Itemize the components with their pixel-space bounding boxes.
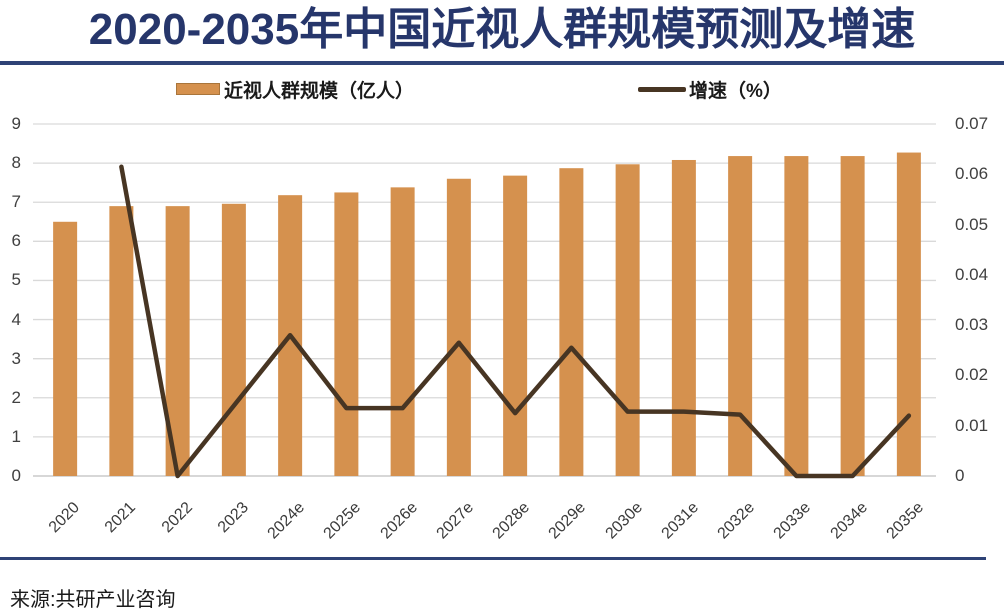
legend-item-bars: 近视人群规模（亿人） [176, 79, 414, 102]
right-axis-tick-0: 0 [955, 466, 965, 485]
title-divider [0, 61, 1004, 65]
bar-2027e [446, 178, 471, 476]
line-legend-label: 增速（%） [689, 80, 782, 102]
bar-2029e [559, 168, 584, 476]
left-axis-tick-0: 0 [11, 466, 21, 485]
right-axis-tick-0.07: 0.07 [955, 114, 989, 133]
bar-2030e [615, 164, 640, 477]
bar-legend-swatch-icon [176, 83, 220, 95]
left-axis-tick-4: 4 [11, 309, 21, 329]
left-axis-tick-6: 6 [11, 231, 21, 251]
bar-2020 [53, 221, 78, 476]
bar-2026e [390, 187, 415, 477]
bar-2033e [784, 156, 809, 476]
chart-title: 2020-2035年中国近视人群规模预测及增速 [88, 5, 916, 54]
footer-divider [0, 557, 986, 560]
line-legend-swatch-icon [638, 86, 686, 92]
left-axis-tick-2: 2 [11, 387, 21, 407]
growth-line [119, 164, 912, 479]
right-axis-tick-0.06: 0.06 [955, 164, 989, 184]
bar-2021 [109, 206, 134, 476]
bar-2023 [221, 203, 246, 476]
bar-2034e [840, 156, 865, 476]
right-axis-tick-0.03: 0.03 [955, 315, 989, 335]
left-axis-tick-5: 5 [11, 270, 21, 290]
bar-2028e [503, 175, 528, 477]
bar-2031e [671, 159, 696, 476]
legend-item-line: 增速（%） [638, 79, 782, 102]
left-axis-tick-3: 3 [11, 348, 21, 368]
bar-2032e [728, 156, 753, 476]
right-axis-tick-0.02: 0.02 [955, 365, 989, 385]
right-axis-tick-0.01: 0.01 [955, 415, 989, 435]
left-axis-tick-7: 7 [11, 192, 21, 212]
bar-legend-label: 近视人群规模（亿人） [224, 80, 415, 102]
left-axis-tick-8: 8 [11, 153, 21, 173]
right-axis-tick-0.05: 0.05 [955, 214, 989, 234]
right-axis-tick-0.04: 0.04 [955, 264, 989, 284]
left-axis-tick-9: 9 [11, 114, 21, 133]
source-text: 来源:共研产业咨询 [10, 589, 176, 611]
left-axis-tick-1: 1 [11, 426, 21, 446]
bar-2025e [334, 192, 359, 476]
